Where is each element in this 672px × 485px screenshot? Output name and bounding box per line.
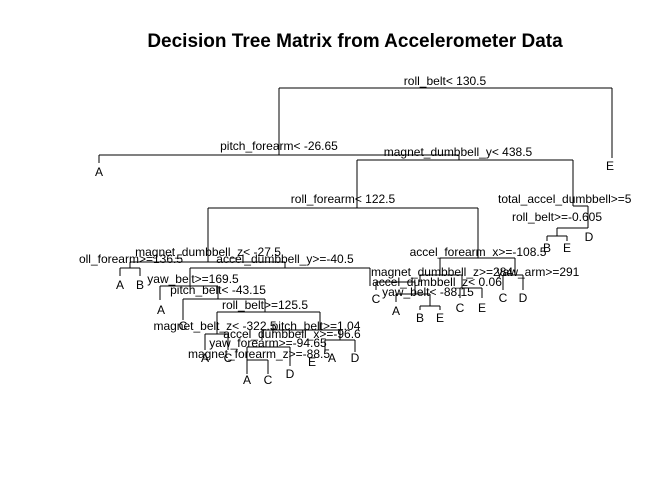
leaf-label: D xyxy=(519,291,528,305)
split-label: oll_forearm>=136.5 xyxy=(79,252,183,266)
split-label: yaw_belt>=169.5 xyxy=(147,272,239,286)
leaf-label: E xyxy=(606,159,614,173)
leaf-label: D xyxy=(585,230,594,244)
split-label: roll_belt>=125.5 xyxy=(222,298,308,312)
leaf-label: C xyxy=(372,292,381,306)
split-label: yaw_forearm>=-94.65 xyxy=(209,336,327,350)
tree-edges xyxy=(98,87,613,374)
split-label: pitch_forearm< -26.65 xyxy=(220,139,338,153)
split-label: yaw_arm>=291 xyxy=(497,265,580,279)
leaf-label: C xyxy=(179,319,188,333)
leaf-label: A xyxy=(392,304,400,318)
split-label: roll_forearm< 122.5 xyxy=(291,192,396,206)
split-label: magnet_belt_z< -322.5 xyxy=(153,319,276,333)
split-label: accel_dumbbell_z< 0.06 xyxy=(372,275,502,289)
leaf-label: C xyxy=(456,301,465,315)
split-label: roll_belt>=-0.605 xyxy=(512,210,602,224)
split-labels: roll_belt< 130.5 pitch_forearm< -26.65 m… xyxy=(79,74,632,361)
leaf-labels: A E B E D A B A C C D C A B E C E A C E … xyxy=(95,159,614,387)
leaf-label: A xyxy=(328,351,336,365)
leaf-label: D xyxy=(351,351,360,365)
split-label: accel_dumbbell_x>=-96.6 xyxy=(223,327,361,341)
leaf-label: A xyxy=(157,303,165,317)
split-label: accel_dumbbell_y>=-40.5 xyxy=(216,252,354,266)
split-label: magnet_dumbbell_z< -27.5 xyxy=(135,245,281,259)
leaf-label: C xyxy=(499,291,508,305)
leaf-label: D xyxy=(286,367,295,381)
leaf-label: A xyxy=(201,351,209,365)
leaf-label: E xyxy=(436,311,444,325)
split-label: magnet_forearm_z>=-88.5 xyxy=(188,347,330,361)
leaf-label: C xyxy=(264,373,273,387)
leaf-label: B xyxy=(543,241,551,255)
leaf-label: E xyxy=(308,355,316,369)
split-label: pitch_belt>=1.04 xyxy=(272,319,361,333)
leaf-label: E xyxy=(563,241,571,255)
split-label: total_accel_dumbbell>=5 xyxy=(498,192,632,206)
leaf-label: E xyxy=(478,301,486,315)
split-label-root: roll_belt< 130.5 xyxy=(404,74,487,88)
leaf-label: A xyxy=(243,373,251,387)
split-label: yaw_belt< -88.15 xyxy=(382,285,474,299)
plot-title: Decision Tree Matrix from Accelerometer … xyxy=(147,31,563,52)
split-label: magnet_dumbbell_y< 438.5 xyxy=(384,145,533,159)
split-label: accel_forearm_x>=-108.5 xyxy=(410,245,547,259)
split-label: pitch_belt< -43.15 xyxy=(170,283,266,297)
leaf-label: B xyxy=(416,311,424,325)
leaf-label: A xyxy=(116,278,124,292)
leaf-label: C xyxy=(224,351,233,365)
leaf-label: B xyxy=(136,278,144,292)
split-label: magnet_dumbbell_z>=284 xyxy=(371,265,513,279)
leaf-label: A xyxy=(95,165,103,179)
